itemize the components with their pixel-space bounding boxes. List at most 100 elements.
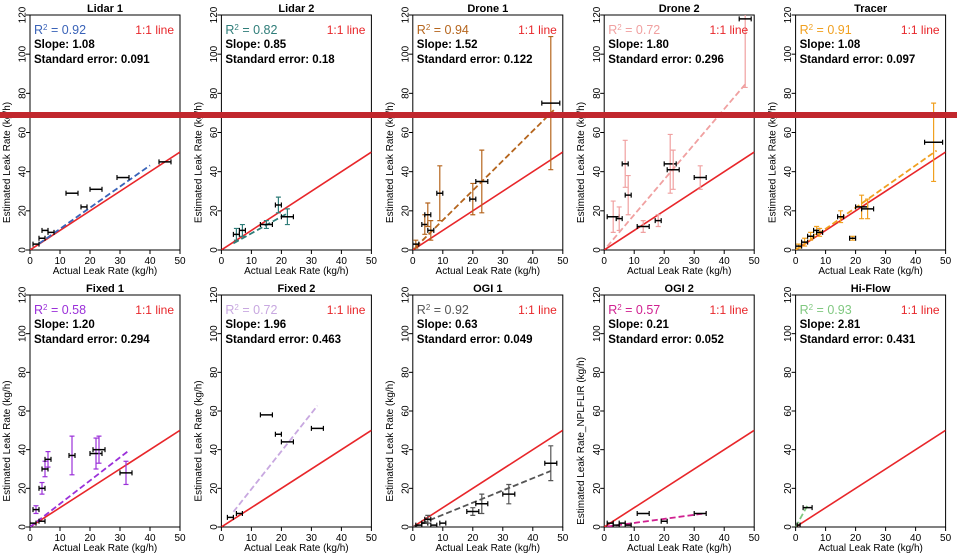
data-point (41, 227, 49, 233)
x-tick-label: 40 (336, 256, 348, 267)
fit-line (38, 164, 151, 245)
data-point (44, 451, 52, 468)
chart-title: Drone 1 (467, 3, 508, 15)
one-to-one-line (221, 429, 372, 527)
data-point (654, 214, 662, 228)
y-tick-label: 80 (400, 87, 411, 99)
x-tick-label: 50 (366, 256, 378, 267)
x-tick-label: 50 (557, 256, 569, 267)
r-squared-label: R2 = 0.72 (608, 23, 660, 38)
standard-error-text: Standard error: 0.052 (608, 334, 724, 346)
x-tick-label: 20 (276, 533, 288, 544)
y-tick-label: 40 (209, 444, 220, 456)
legend-one-to-one: 1:1 line (901, 303, 940, 317)
x-tick-label: 20 (659, 533, 671, 544)
data-point (475, 149, 489, 214)
chart-panel-1: Lidar 1 0 10 20 30 40 50 0 20 40 60 80 100 120 Actual … (2, 3, 186, 277)
y-tick-label: 100 (592, 45, 603, 62)
plot-area (604, 429, 755, 527)
standard-error-text: Standard error: 0.18 (225, 54, 335, 66)
y-axis-label: Estimated Leak Rate (kg/h) (385, 102, 396, 223)
x-tick-label: 40 (719, 256, 731, 267)
slope-text: Slope: 0.63 (417, 319, 478, 331)
data-point (624, 174, 632, 216)
y-tick-label: 0 (400, 524, 411, 530)
y-tick-label: 20 (18, 205, 29, 217)
y-tick-label: 120 (592, 286, 603, 303)
x-tick-label: 40 (910, 533, 922, 544)
y-tick-label: 20 (209, 205, 220, 217)
one-to-one-line (221, 151, 372, 250)
legend-one-to-one: 1:1 line (135, 303, 174, 317)
y-tick-label: 0 (592, 247, 603, 253)
plot-area (412, 35, 563, 250)
y-tick-label: 100 (783, 45, 794, 62)
r-squared-label: R2 = 0.58 (34, 303, 86, 318)
y-tick-label: 60 (783, 127, 794, 139)
data-point (412, 239, 420, 249)
x-tick-label: 30 (114, 256, 126, 267)
y-tick-label: 60 (209, 405, 220, 417)
y-tick-label: 20 (18, 482, 29, 494)
slope-text: Slope: 1.52 (417, 39, 478, 51)
standard-error-text: Standard error: 0.097 (800, 54, 916, 66)
data-point (836, 210, 845, 224)
chart-title: Fixed 2 (277, 283, 315, 295)
y-tick-label: 80 (18, 366, 29, 378)
fit-line (232, 212, 288, 245)
x-tick-label: 30 (497, 256, 509, 267)
x-tick-label: 40 (336, 533, 348, 544)
y-tick-label: 20 (400, 205, 411, 217)
data-point (259, 412, 273, 418)
one-to-one-line (795, 429, 946, 527)
data-point (544, 445, 558, 482)
x-tick-label: 30 (689, 533, 701, 544)
y-tick-label: 40 (592, 166, 603, 178)
data-point (424, 514, 432, 524)
r-squared-label: R2 = 0.92 (417, 303, 469, 318)
x-tick-label: 40 (144, 533, 156, 544)
data-point (38, 481, 46, 495)
data-point (32, 241, 40, 247)
fit-line (415, 109, 555, 248)
y-tick-label: 0 (783, 524, 794, 530)
x-axis-label: Actual Leak Rate (kg/h) (627, 266, 732, 277)
x-tick-label: 10 (437, 533, 449, 544)
x-tick-label: 50 (174, 256, 186, 267)
x-tick-label: 30 (114, 533, 126, 544)
r-squared-label: R2 = 0.91 (800, 23, 852, 38)
y-tick-label: 80 (592, 87, 603, 99)
one-to-one-line (412, 151, 563, 250)
y-tick-label: 120 (18, 286, 29, 303)
data-point (280, 439, 294, 445)
y-tick-label: 0 (783, 247, 794, 253)
y-tick-label: 40 (18, 166, 29, 178)
y-tick-label: 100 (400, 45, 411, 62)
x-tick-label: 0 (410, 533, 416, 544)
data-point (430, 522, 438, 527)
y-tick-label: 80 (18, 87, 29, 99)
standard-error-text: Standard error: 0.122 (417, 54, 533, 66)
y-tick-label: 120 (18, 6, 29, 23)
x-tick-label: 10 (820, 533, 832, 544)
data-point (259, 220, 273, 230)
data-point (541, 35, 561, 171)
y-tick-label: 0 (18, 247, 29, 253)
x-axis-label: Actual Leak Rate (kg/h) (244, 543, 349, 554)
x-tick-label: 40 (144, 256, 156, 267)
plot-area (30, 429, 180, 527)
x-tick-label: 0 (601, 533, 607, 544)
x-tick-label: 20 (659, 256, 671, 267)
data-point (800, 237, 809, 247)
x-tick-label: 0 (793, 256, 799, 267)
x-tick-label: 0 (219, 256, 225, 267)
data-point (89, 437, 103, 470)
data-point (615, 206, 623, 232)
y-tick-label: 60 (592, 405, 603, 417)
chart-title: Lidar 2 (278, 3, 314, 15)
x-tick-label: 40 (719, 533, 731, 544)
slope-text: Slope: 1.08 (34, 39, 95, 51)
x-tick-label: 30 (306, 256, 318, 267)
x-tick-label: 0 (27, 533, 33, 544)
